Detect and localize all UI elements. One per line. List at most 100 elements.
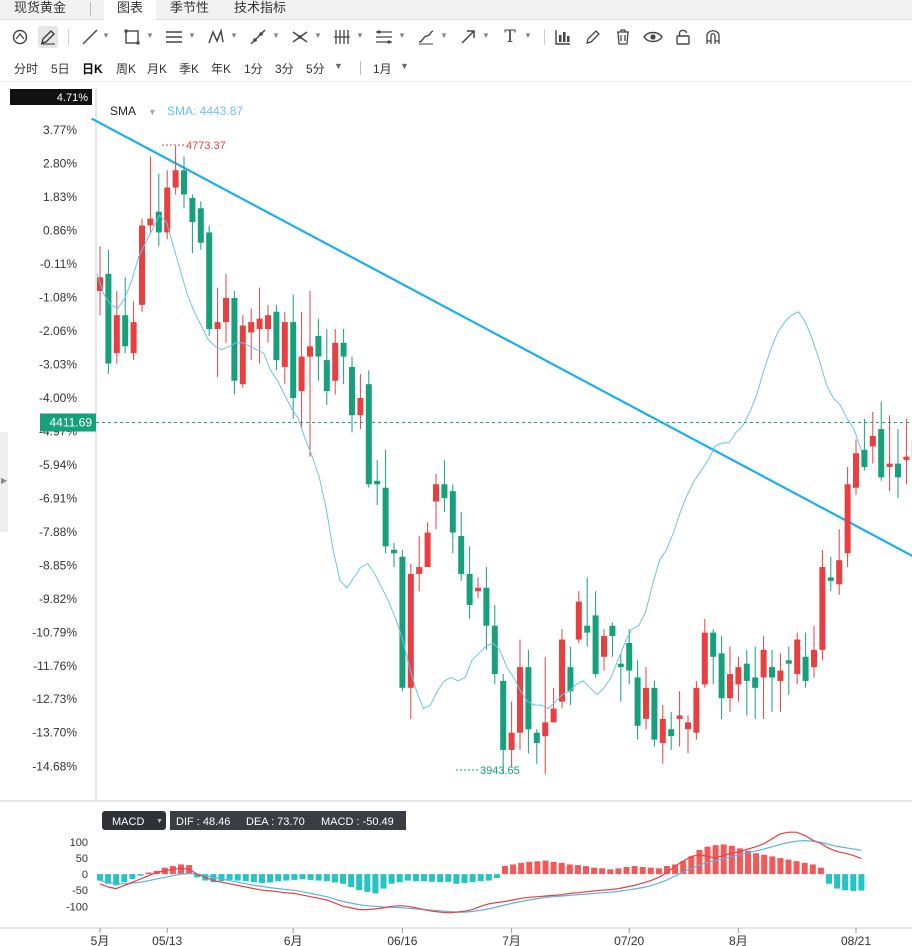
macd-bar	[639, 867, 646, 875]
period-1min[interactable]: 1分	[244, 62, 263, 76]
chevron-down-icon[interactable]: ▼	[188, 31, 196, 40]
chevron-down-icon[interactable]: ▼	[440, 31, 448, 40]
y-tick-label: -12.73%	[32, 692, 77, 706]
candle	[340, 342, 347, 357]
period-daily[interactable]: 日K	[82, 62, 103, 76]
macd-bar	[720, 844, 727, 875]
zoom-icon[interactable]	[10, 26, 30, 48]
x-tick-label: 6月	[284, 934, 303, 946]
chevron-down-icon[interactable]: ▼	[314, 31, 322, 40]
candle	[441, 484, 448, 499]
candle	[861, 449, 868, 468]
period-5d[interactable]: 5日	[51, 62, 70, 76]
eye-icon[interactable]	[643, 26, 663, 48]
chevron-right-icon[interactable]: ▶	[1, 476, 8, 485]
period-monthly[interactable]: 月K	[147, 62, 168, 76]
text-icon[interactable]: T	[504, 27, 516, 47]
candle	[466, 573, 473, 606]
macd-bar	[453, 874, 460, 884]
tab-indicators[interactable]: 技术指标	[234, 0, 287, 15]
candle	[651, 687, 658, 740]
macd-bar	[615, 868, 622, 875]
macd-bar	[137, 874, 144, 876]
rectangle-icon[interactable]	[122, 26, 142, 48]
macd-bar	[404, 874, 411, 881]
macd-summary-box	[170, 811, 406, 830]
chevron-down-icon[interactable]: ▼	[398, 31, 406, 40]
tab-seasonality[interactable]: 季节性	[170, 0, 210, 15]
candle	[903, 456, 910, 461]
candle	[659, 718, 666, 744]
macd-bar	[793, 861, 800, 875]
pencil-icon[interactable]	[38, 26, 58, 48]
period-3min[interactable]: 3分	[275, 62, 294, 76]
fork-icon[interactable]	[290, 26, 310, 48]
candle	[886, 463, 893, 468]
magnet-icon[interactable]	[703, 26, 723, 48]
macd-bar	[510, 864, 517, 875]
period-yearly[interactable]: 年K	[211, 62, 232, 76]
macd-bar	[113, 874, 120, 886]
chevron-down-icon[interactable]: ▼	[102, 31, 110, 40]
macd-bar	[566, 864, 573, 875]
brush-icon[interactable]	[416, 26, 436, 48]
y-tick-label: -11.76%	[33, 659, 77, 673]
period-weekly[interactable]: 周K	[116, 62, 137, 76]
top-tab-bar: 现货黄金 图表 季节性 技术指标	[0, 0, 912, 20]
trash-icon[interactable]	[613, 26, 633, 48]
chevron-down-icon[interactable]: ▼	[524, 31, 532, 40]
edit-icon[interactable]	[583, 26, 603, 48]
macd-bar	[283, 874, 290, 881]
period-5min[interactable]: 5分	[306, 62, 325, 76]
lock-icon[interactable]	[673, 26, 693, 48]
bar-pattern-icon[interactable]	[553, 26, 573, 48]
arrow-icon[interactable]	[458, 26, 478, 48]
tab-chart[interactable]: 图表	[104, 0, 156, 20]
macd-bar	[485, 874, 492, 881]
macd-bar	[785, 859, 792, 875]
candle	[273, 311, 280, 361]
channel-icon[interactable]	[248, 26, 268, 48]
range-select[interactable]: 1月	[373, 62, 392, 76]
macd-bar	[834, 874, 841, 889]
chevron-down-icon[interactable]: ▼	[334, 61, 343, 71]
chevron-down-icon[interactable]: ▼	[400, 61, 409, 71]
fib-icon[interactable]	[374, 26, 394, 48]
macd-bar	[850, 874, 857, 891]
candle	[449, 491, 456, 533]
macd-bar	[712, 845, 719, 875]
side-panel-handle[interactable]: ▶	[0, 432, 8, 532]
candle	[256, 318, 263, 330]
macd-bar	[469, 874, 476, 883]
macd-bar	[437, 874, 444, 883]
macd-summary-text: DEA : 73.70	[246, 816, 305, 828]
chevron-down-icon[interactable]: ▼	[146, 31, 154, 40]
macd-bar	[396, 874, 403, 883]
macd-bar	[388, 874, 395, 884]
candle	[298, 356, 305, 392]
macd-bar	[121, 874, 128, 883]
macd-bar	[842, 874, 849, 891]
period-quarterly[interactable]: 季K	[179, 62, 200, 76]
line-icon[interactable]	[80, 26, 100, 48]
candle	[214, 322, 221, 330]
macd-bar	[259, 874, 265, 884]
bars-icon[interactable]	[332, 26, 352, 48]
chevron-down-icon[interactable]: ▼	[356, 31, 364, 40]
candle	[827, 577, 834, 581]
macd-bar	[129, 874, 136, 879]
macd-bar	[664, 866, 670, 875]
sma-value-label: SMA: 4443.87	[167, 104, 243, 118]
period-intraday[interactable]: 分时	[14, 62, 39, 76]
parallel-lines-icon[interactable]	[164, 26, 184, 48]
macd-bar	[234, 874, 241, 881]
chevron-down-icon[interactable]: ▼	[230, 31, 238, 40]
macd-bar	[526, 861, 533, 875]
candle	[290, 322, 297, 399]
y-tick-label: -8.85%	[39, 558, 77, 572]
pattern-icon[interactable]	[206, 26, 226, 48]
chevron-down-icon[interactable]: ▼	[482, 31, 490, 40]
chevron-down-icon[interactable]: ▼	[272, 31, 280, 40]
candle	[727, 674, 733, 699]
